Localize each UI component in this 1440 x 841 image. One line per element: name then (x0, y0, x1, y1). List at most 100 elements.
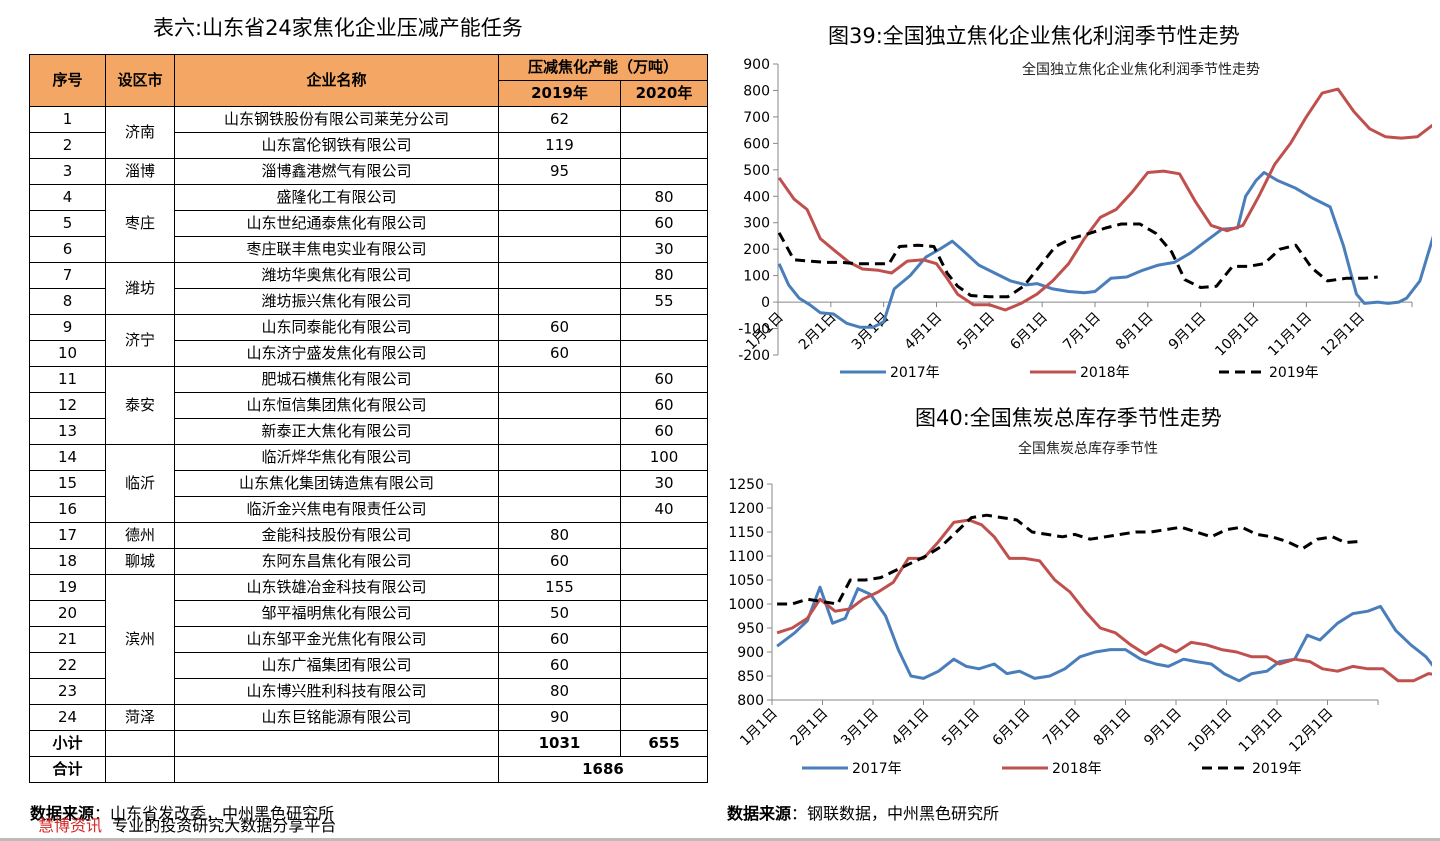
table-row: 3 淄博 淄博鑫港燃气有限公司 95 (29, 158, 709, 185)
capacity-2019-cell: 119 (498, 132, 621, 159)
subtotal-2019: 1031 (498, 730, 621, 757)
source-right: 数据来源：钢联数据，中州黑色研究所 (727, 800, 999, 824)
subtotal-label: 小计 (29, 730, 106, 757)
company-cell: 新泰正大焦化有限公司 (174, 418, 499, 445)
capacity-2020-cell (619, 106, 709, 133)
capacity-2020-cell: 80 (619, 262, 709, 289)
legend-label: 2019年 (1269, 365, 1319, 381)
y-tick-label: 1150 (728, 525, 764, 541)
company-cell: 临沂金兴焦电有限责任公司 (174, 496, 499, 523)
row-number-cell: 2 (29, 132, 106, 159)
capacity-2020-cell (619, 548, 709, 575)
table-title: 表六:山东省24家焦化企业压减产能任务 (153, 16, 523, 40)
row-number-cell: 13 (29, 418, 106, 445)
company-cell: 东阿东昌焦化有限公司 (174, 548, 499, 575)
city-cell: 聊城 (105, 548, 175, 575)
table-row: 6 枣庄联丰焦电实业有限公司 30 (29, 236, 709, 263)
table-row: 17 德州 金能科技股份有限公司 80 (29, 522, 709, 549)
capacity-2019-cell (498, 366, 621, 393)
row-number-cell: 21 (29, 626, 106, 653)
capacity-2019-cell: 155 (498, 574, 621, 601)
city-cell: 枣庄 (105, 184, 175, 263)
row-number-cell: 12 (29, 392, 106, 419)
y-tick-label: 1200 (728, 501, 764, 517)
capacity-2019-cell: 60 (498, 626, 621, 653)
capacity-2019-cell: 60 (498, 340, 621, 367)
capacity-2020-cell (619, 314, 709, 341)
table-row: 24 菏泽 山东巨铭能源有限公司 90 (29, 704, 709, 731)
header-city: 设区市 (105, 54, 175, 107)
legend-label: 2018年 (1080, 365, 1130, 381)
capacity-2020-cell: 30 (619, 236, 709, 263)
x-tick-label: 4月1日 (889, 706, 933, 750)
legend-label: 2017年 (852, 761, 902, 777)
header-2020: 2020年 (619, 80, 709, 107)
x-tick-label: 9月1日 (1166, 310, 1210, 354)
city-cell: 滨州 (105, 574, 175, 705)
y-tick-label: 1050 (728, 573, 764, 589)
y-tick-label: 1250 (728, 477, 764, 493)
capacity-2019-cell: 90 (498, 704, 621, 731)
series-line-1 (777, 171, 1432, 329)
row-number-cell: 14 (29, 444, 106, 471)
company-cell: 山东博兴胜利科技有限公司 (174, 678, 499, 705)
table-row: 4 枣庄 盛隆化工有限公司 80 (29, 184, 709, 263)
x-tick-label: 11月1日 (1236, 706, 1286, 756)
watermark: 慧博资讯 专业的投资研究大数据分享平台 (38, 812, 336, 836)
capacity-2020-cell (619, 522, 709, 549)
table-body: 1 济南 山东钢铁股份有限公司莱芜分公司 62 2 山东富伦钢铁有限公司 119 3 淄博 淄博鑫… (29, 106, 709, 783)
header-company: 企业名称 (174, 54, 499, 107)
y-tick-label: 400 (743, 189, 770, 205)
watermark-text: 专业的投资研究大数据分享平台 (112, 816, 337, 835)
company-cell: 山东恒信集团焦化有限公司 (174, 392, 499, 419)
y-tick-label: -200 (738, 348, 770, 364)
subtotal-city-empty (105, 730, 175, 757)
capacity-2019-cell (498, 392, 621, 419)
y-tick-label: 950 (737, 621, 764, 637)
table-row: 21 山东邹平金光焦化有限公司 60 (29, 626, 709, 653)
capacity-2020-cell (619, 704, 709, 731)
row-number-cell: 9 (29, 314, 106, 341)
x-tick-label: 5月1日 (954, 310, 998, 354)
capacity-2019-cell: 62 (498, 106, 621, 133)
watermark-brand: 慧博资讯 (38, 816, 103, 835)
capacity-2019-cell (498, 418, 621, 445)
city-cell: 济南 (105, 106, 175, 159)
table-row: 16 临沂金兴焦电有限责任公司 40 (29, 496, 709, 523)
company-cell: 山东钢铁股份有限公司莱芜分公司 (174, 106, 499, 133)
x-tick-label: 2月1日 (788, 706, 832, 750)
subtotal-2020: 655 (619, 730, 709, 757)
company-cell: 山东铁雄冶金科技有限公司 (174, 574, 499, 601)
row-number-cell: 19 (29, 574, 106, 601)
x-tick-label: 8月1日 (1091, 706, 1135, 750)
company-cell: 山东世纪通泰焦化有限公司 (174, 210, 499, 237)
series-line-3 (777, 222, 1378, 299)
total-city-empty (105, 756, 175, 783)
x-tick-label: 12月1日 (1286, 706, 1336, 756)
capacity-2020-cell: 40 (619, 496, 709, 523)
capacity-2020-cell: 80 (619, 184, 709, 211)
capacity-2019-cell (498, 288, 621, 315)
series-line-2 (777, 87, 1432, 312)
table-row: 1 济南 山东钢铁股份有限公司莱芜分公司 62 (29, 106, 709, 159)
capacity-2020-cell (619, 600, 709, 627)
capacity-2019-cell: 80 (498, 678, 621, 705)
capacity-2020-cell: 30 (619, 470, 709, 497)
legend-label: 2019年 (1252, 761, 1302, 777)
row-number-cell: 5 (29, 210, 106, 237)
row-number-cell: 3 (29, 158, 106, 185)
capacity-2019-cell: 60 (498, 652, 621, 679)
chart-inner-title: 全国独立焦化企业焦化利润季节性走势 (1022, 61, 1260, 78)
x-tick-label: 8月1日 (1113, 310, 1157, 354)
city-cell: 淄博 (105, 158, 175, 185)
bottom-rule (0, 838, 1440, 841)
capacity-2020-cell: 55 (619, 288, 709, 315)
y-tick-label: 500 (743, 163, 770, 179)
city-cell: 临沂 (105, 444, 175, 523)
table-row: 14 临沂 临沂烨华焦化有限公司 100 (29, 444, 709, 523)
y-tick-label: 1000 (728, 597, 764, 613)
capacity-2019-cell: 95 (498, 158, 621, 185)
chart-inner-title: 全国焦炭总库存季节性 (1018, 440, 1158, 457)
profit-seasonal-chart: 全国独立焦化企业焦化利润季节性走势 -200 -100 0 100 200 300 400 50… (738, 57, 1432, 381)
row-number-cell: 11 (29, 366, 106, 393)
